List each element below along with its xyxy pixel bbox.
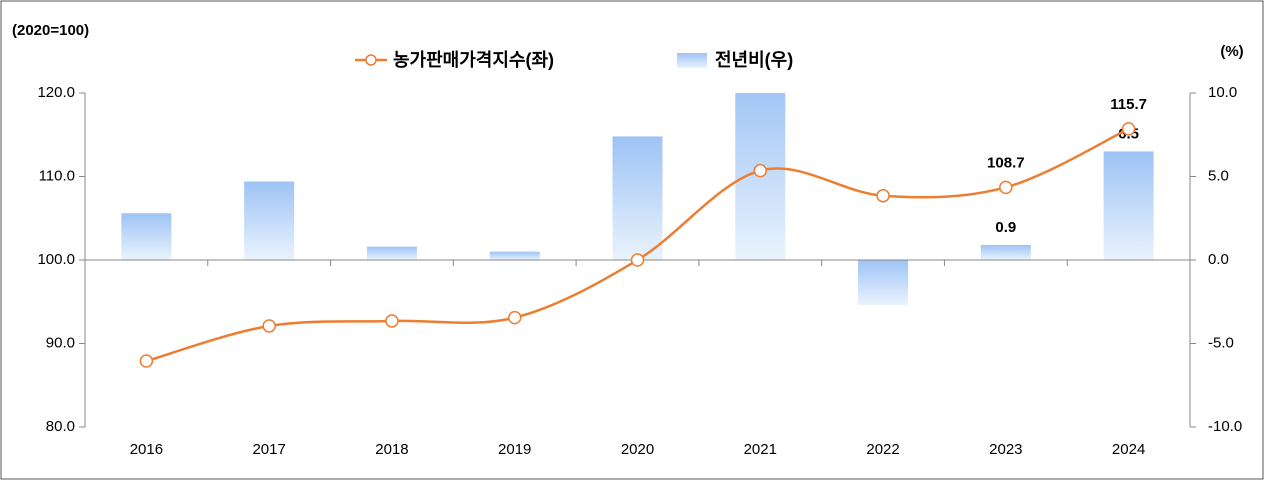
legend-marker: [365, 54, 377, 66]
line-marker: [876, 188, 890, 203]
line-marker: [1121, 122, 1136, 136]
legend-label: 농가판매가격지수(좌): [393, 50, 554, 70]
y-tick-label: 90.0: [46, 334, 75, 351]
y-tick-label: 110.0: [39, 167, 75, 184]
line-marker: [385, 314, 399, 328]
y-tick-label: 100.0: [37, 251, 75, 268]
line-label: 108.7: [987, 154, 1025, 171]
bar: [980, 244, 1031, 260]
x-tick-label: 2017: [252, 441, 285, 458]
x-tick-label: 2019: [498, 441, 531, 458]
line-marker: [262, 319, 276, 333]
x-tick-label: 2024: [1112, 441, 1145, 458]
line-label: 115.7: [1110, 96, 1147, 113]
bar: [121, 213, 172, 260]
x-tick-label: 2021: [744, 441, 777, 458]
x-tick-label: 2022: [866, 441, 899, 458]
x-tick-label: 2023: [989, 441, 1022, 458]
line-marker: [753, 163, 768, 178]
y2-axis-label: (%): [1220, 43, 1243, 60]
line-marker: [630, 253, 645, 267]
x-tick-label: 2018: [375, 441, 408, 458]
x-tick-label: 2016: [130, 441, 163, 458]
bar: [244, 181, 295, 260]
y-tick-label: 80.0: [46, 418, 75, 435]
bar: [612, 136, 663, 260]
bar-label: 0.9: [995, 219, 1016, 236]
bar: [1103, 151, 1154, 260]
line-marker: [999, 180, 1013, 195]
bar: [489, 251, 540, 260]
y2-tick-label: -5.0: [1208, 334, 1234, 351]
x-tick-label: 2020: [621, 441, 654, 458]
y2-tick-label: 5.0: [1208, 167, 1229, 184]
y2-tick-label: -10.0: [1208, 418, 1242, 435]
y2-tick-label: 0.0: [1208, 251, 1229, 268]
y-tick-label: 120.0: [37, 84, 75, 101]
bar: [858, 260, 909, 306]
y-axis-label: (2020=100): [12, 22, 89, 39]
line-marker: [507, 310, 522, 325]
legend-swatch: [677, 53, 707, 68]
legend-label: 전년비(우): [715, 50, 793, 70]
y2-tick-label: 10.0: [1208, 84, 1237, 101]
bar: [366, 246, 417, 260]
line-marker: [139, 354, 154, 368]
